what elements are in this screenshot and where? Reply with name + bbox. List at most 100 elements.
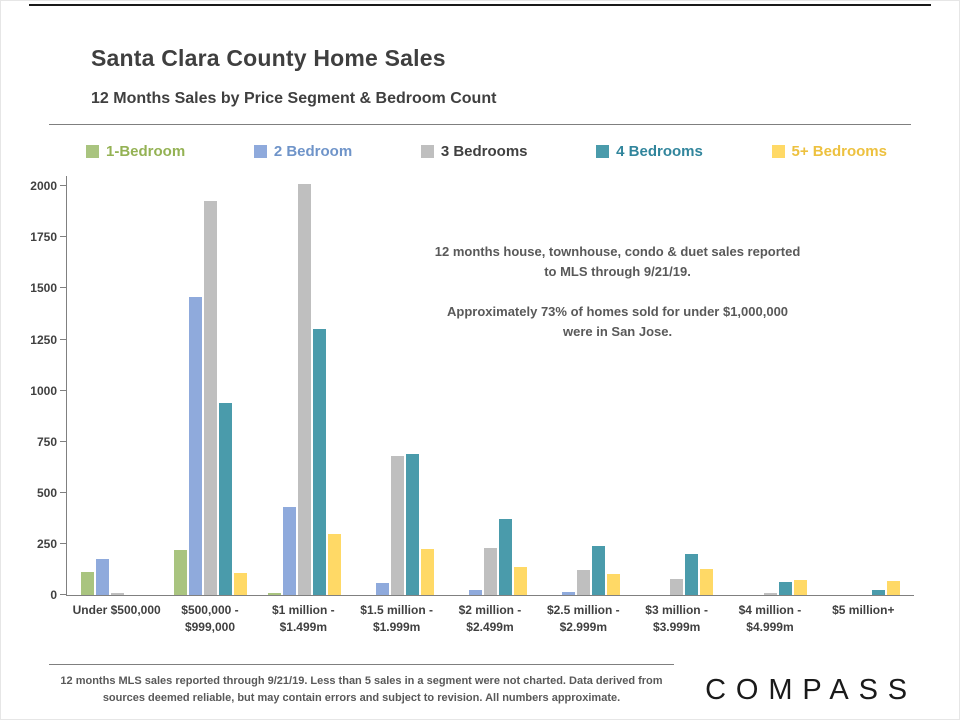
x-axis-category-text: $500,000 - $999,000 (181, 603, 239, 634)
legend-label: 1-Bedroom (106, 143, 186, 160)
bar-5-bedrooms (234, 572, 248, 595)
x-axis-category-text: $1 million - $1.499m (271, 603, 335, 634)
y-axis-tick-label: 1250 (30, 332, 57, 347)
x-axis-category-label: $5 million+ (817, 602, 910, 636)
legend-swatch (420, 145, 434, 158)
bar-group (817, 580, 910, 595)
bar-3-bedrooms (763, 592, 777, 595)
y-axis-tick-label: 2000 (30, 179, 57, 194)
y-axis-tick-mark (60, 185, 67, 187)
legend-label: 3 Bedrooms (440, 143, 528, 160)
y-axis-tick-mark (60, 542, 67, 544)
legend-label: 5+ Bedrooms (791, 143, 887, 160)
x-axis-category-text: $2.5 million - $2.999m (546, 603, 620, 634)
x-axis-category-text: $4 million - $4.999m (738, 603, 802, 634)
header-divider (49, 124, 911, 125)
y-axis-tick-mark (60, 389, 67, 391)
bar-group (444, 519, 537, 595)
bar-2-bedroom (562, 591, 576, 595)
bar-5-bedrooms (793, 579, 807, 595)
y-axis-tick-label: 500 (36, 485, 57, 500)
bar-3-bedrooms (390, 456, 404, 595)
legend: 1-Bedroom 2 Bedroom 3 Bedrooms 4 Bedrooms 5+… (86, 143, 887, 160)
bar-3-bedrooms (670, 578, 684, 595)
legend-swatch (253, 145, 267, 158)
y-axis-tick-label: 1000 (30, 383, 57, 398)
x-axis-category-label: $1 million - $1.499m (257, 602, 350, 636)
bar-4-bedrooms (219, 402, 233, 595)
top-border-line (29, 4, 931, 6)
chart-annotation: 12 months house, townhouse, condo & duet… (431, 242, 804, 363)
y-axis-tick-mark (60, 440, 67, 442)
bar-4-bedrooms (405, 453, 419, 595)
y-axis-tick-mark (60, 236, 67, 238)
y-axis-tick-label: 750 (36, 434, 57, 449)
bar-1-bedroom (81, 571, 95, 595)
legend-item: 3 Bedrooms (420, 143, 528, 160)
bar-group (724, 579, 817, 595)
x-axis-category-label: Under $500,000 (70, 602, 163, 636)
bar-4-bedrooms (312, 329, 326, 595)
legend-swatch (86, 145, 99, 158)
x-axis-category-text: $1.5 million - $1.999m (360, 603, 433, 634)
x-axis-category-text: $2 million - $2.499m (458, 603, 522, 634)
x-axis-category-text: $3 million - $3.999m (645, 603, 708, 634)
bar-4-bedrooms (592, 545, 606, 595)
bar-4-bedrooms (685, 554, 699, 595)
y-axis-tick-mark (60, 491, 67, 493)
bar-2-bedroom (468, 589, 482, 595)
bar-group (537, 545, 630, 595)
bar-group (630, 554, 723, 595)
legend-label: 4 Bedrooms (616, 143, 703, 160)
legend-item: 2 Bedroom (253, 143, 353, 160)
bar-5-bedrooms (700, 569, 714, 595)
x-axis-category-label: $500,000 - $999,000 (163, 602, 256, 636)
bar-5-bedrooms (327, 533, 341, 595)
bar-3-bedrooms (297, 184, 311, 595)
y-axis-tick-mark (60, 287, 67, 289)
footer-disclaimer: 12 months MLS sales reported through 9/2… (49, 663, 674, 707)
bar-4-bedrooms (778, 581, 792, 595)
x-axis-category-label: $1.5 million - $1.999m (350, 602, 443, 636)
plot-area: 12 months house, townhouse, condo & duet… (30, 176, 914, 602)
annotation-line-2: Approximately 73% of homes sold for unde… (447, 304, 789, 340)
bar-3-bedrooms (111, 592, 125, 595)
legend-label: 2 Bedroom (273, 143, 353, 160)
y-axis-tick-label: 0 (50, 588, 57, 602)
y-axis-tick-mark (60, 594, 67, 595)
bar-group (71, 559, 164, 595)
compass-logo: COMPASS (705, 673, 917, 706)
page-title: Santa Clara County Home Sales (91, 45, 446, 71)
bar-2-bedroom (189, 296, 203, 595)
y-axis-tick-label: 1500 (30, 281, 57, 296)
bars (67, 176, 914, 595)
bar-1-bedroom (267, 592, 281, 595)
legend-swatch (596, 145, 610, 158)
y-axis-tick-mark (60, 338, 67, 340)
bar-3-bedrooms (483, 548, 497, 595)
legend-swatch (771, 145, 785, 158)
x-axis-category-text: $5 million+ (832, 603, 895, 617)
bar-2-bedroom (96, 559, 110, 595)
bar-group (257, 184, 350, 595)
bar-group (351, 453, 444, 595)
x-axis-category-text: Under $500,000 (72, 603, 161, 617)
x-axis-labels: Under $500,000 $500,000 - $999,000 $1 mill… (66, 602, 914, 636)
x-axis-category-label: $2 million - $2.499m (443, 602, 536, 636)
legend-item: 4 Bedrooms (596, 143, 703, 160)
x-axis-category-label: $3 million - $3.999m (630, 602, 723, 636)
bar-1-bedroom (174, 550, 188, 595)
bar-2-bedroom (375, 582, 389, 595)
bar-5-bedrooms (886, 580, 900, 595)
y-axis-tick-label: 1750 (30, 230, 57, 245)
y-axis-tick-label: 250 (36, 536, 57, 551)
bar-3-bedrooms (204, 200, 218, 595)
bar-4-bedrooms (871, 589, 885, 595)
bar-4-bedrooms (498, 519, 512, 595)
annotation-line-1: 12 months house, townhouse, condo & duet… (434, 244, 801, 280)
page-subtitle: 12 Months Sales by Price Segment & Bedro… (91, 90, 497, 107)
x-axis-category-label: $2.5 million - $2.999m (537, 602, 630, 636)
bar-5-bedrooms (513, 567, 527, 595)
bar-5-bedrooms (607, 573, 621, 595)
